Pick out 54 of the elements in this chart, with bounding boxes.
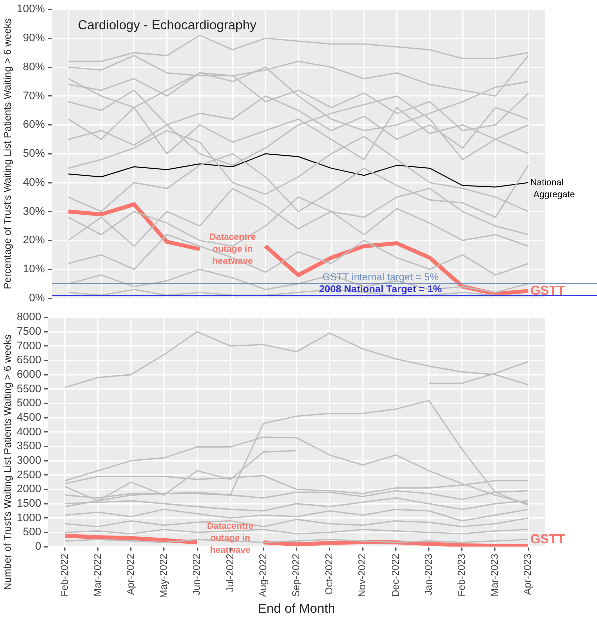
series-label: GSTT	[530, 532, 566, 547]
y-axis-title: Number of Trust's Waiting List Patients Waiting > 6 weeks	[2, 334, 14, 590]
y-tick-label: 20%	[23, 234, 46, 247]
y-tick-label: 60%	[23, 119, 46, 132]
annotation: Datacentre outage in heatwave	[207, 520, 254, 555]
y-axis-title: Percentage of Trust's Waiting List Patients Waiting > 6 weeks	[2, 18, 14, 290]
y-tick-label: 1000	[16, 512, 42, 524]
y-tick-label: 90%	[23, 32, 46, 45]
y-tick-label: 6000	[16, 368, 42, 381]
x-tick-label: Apr-2023	[523, 553, 534, 596]
x-tick-label: Dec-2022	[390, 553, 402, 598]
y-tick-label: 1500	[16, 498, 42, 510]
y-tick-label: 40%	[23, 176, 46, 189]
y-tick-label: 3000	[16, 454, 42, 467]
y-tick-label: 4500	[16, 412, 42, 424]
y-tick-label: 7000	[16, 340, 42, 352]
x-tick-label: Jul-2022	[225, 553, 236, 592]
y-tick-label: 3500	[16, 440, 42, 453]
x-tick-label: Feb-2023	[456, 554, 468, 597]
ref-line-label: GSTT internal target = 5%	[322, 272, 439, 284]
y-tick-label: 10%	[23, 264, 46, 276]
y-tick-label: 7500	[16, 326, 42, 338]
x-axis-title: End of Month	[258, 600, 336, 616]
y-tick-label: 2000	[16, 484, 42, 496]
y-tick-label: 2500	[16, 469, 42, 482]
y-tick-label: 30%	[23, 206, 46, 218]
x-tick-label: Mar-2023	[490, 554, 502, 597]
y-tick-label: 70%	[23, 90, 46, 102]
x-tick-label: Oct-2022	[324, 554, 336, 596]
text: Cardiology - Echocardiography	[78, 18, 258, 33]
series-label: National Aggregate	[530, 177, 576, 200]
y-tick-label: 8000	[16, 312, 42, 324]
y-tick-label: 0%	[29, 292, 46, 304]
series-label: GSTT	[530, 282, 566, 298]
x-tick-label: Jun-2022	[192, 554, 204, 596]
y-tick-label: 5000	[16, 398, 42, 410]
x-tick-label: Sep-2022	[291, 554, 302, 598]
y-tick-label: 6500	[16, 354, 42, 367]
y-tick-label: 0	[35, 540, 42, 553]
x-tick-label: Feb-2022	[60, 554, 71, 597]
x-tick-label: Nov-2022	[358, 553, 369, 598]
x-tick-label: Jan-2023	[424, 554, 435, 596]
y-tick-label: 80%	[23, 61, 46, 74]
x-tick-label: May-2022	[159, 553, 170, 598]
x-tick-label: Aug-2022	[258, 554, 270, 598]
y-tick-label: 100%	[16, 4, 46, 16]
x-tick-label: Apr-2022	[126, 553, 137, 596]
y-tick-label: 50%	[23, 148, 46, 160]
ref-line-label: 2008 National Target = 1%	[319, 284, 442, 296]
annotation: Datacentre outage in heatwave	[210, 232, 256, 266]
y-tick-label: 4000	[16, 426, 42, 438]
x-tick-label: Mar-2022	[92, 554, 104, 597]
y-tick-label: 5500	[16, 383, 42, 396]
y-tick-label: 500	[23, 526, 42, 539]
